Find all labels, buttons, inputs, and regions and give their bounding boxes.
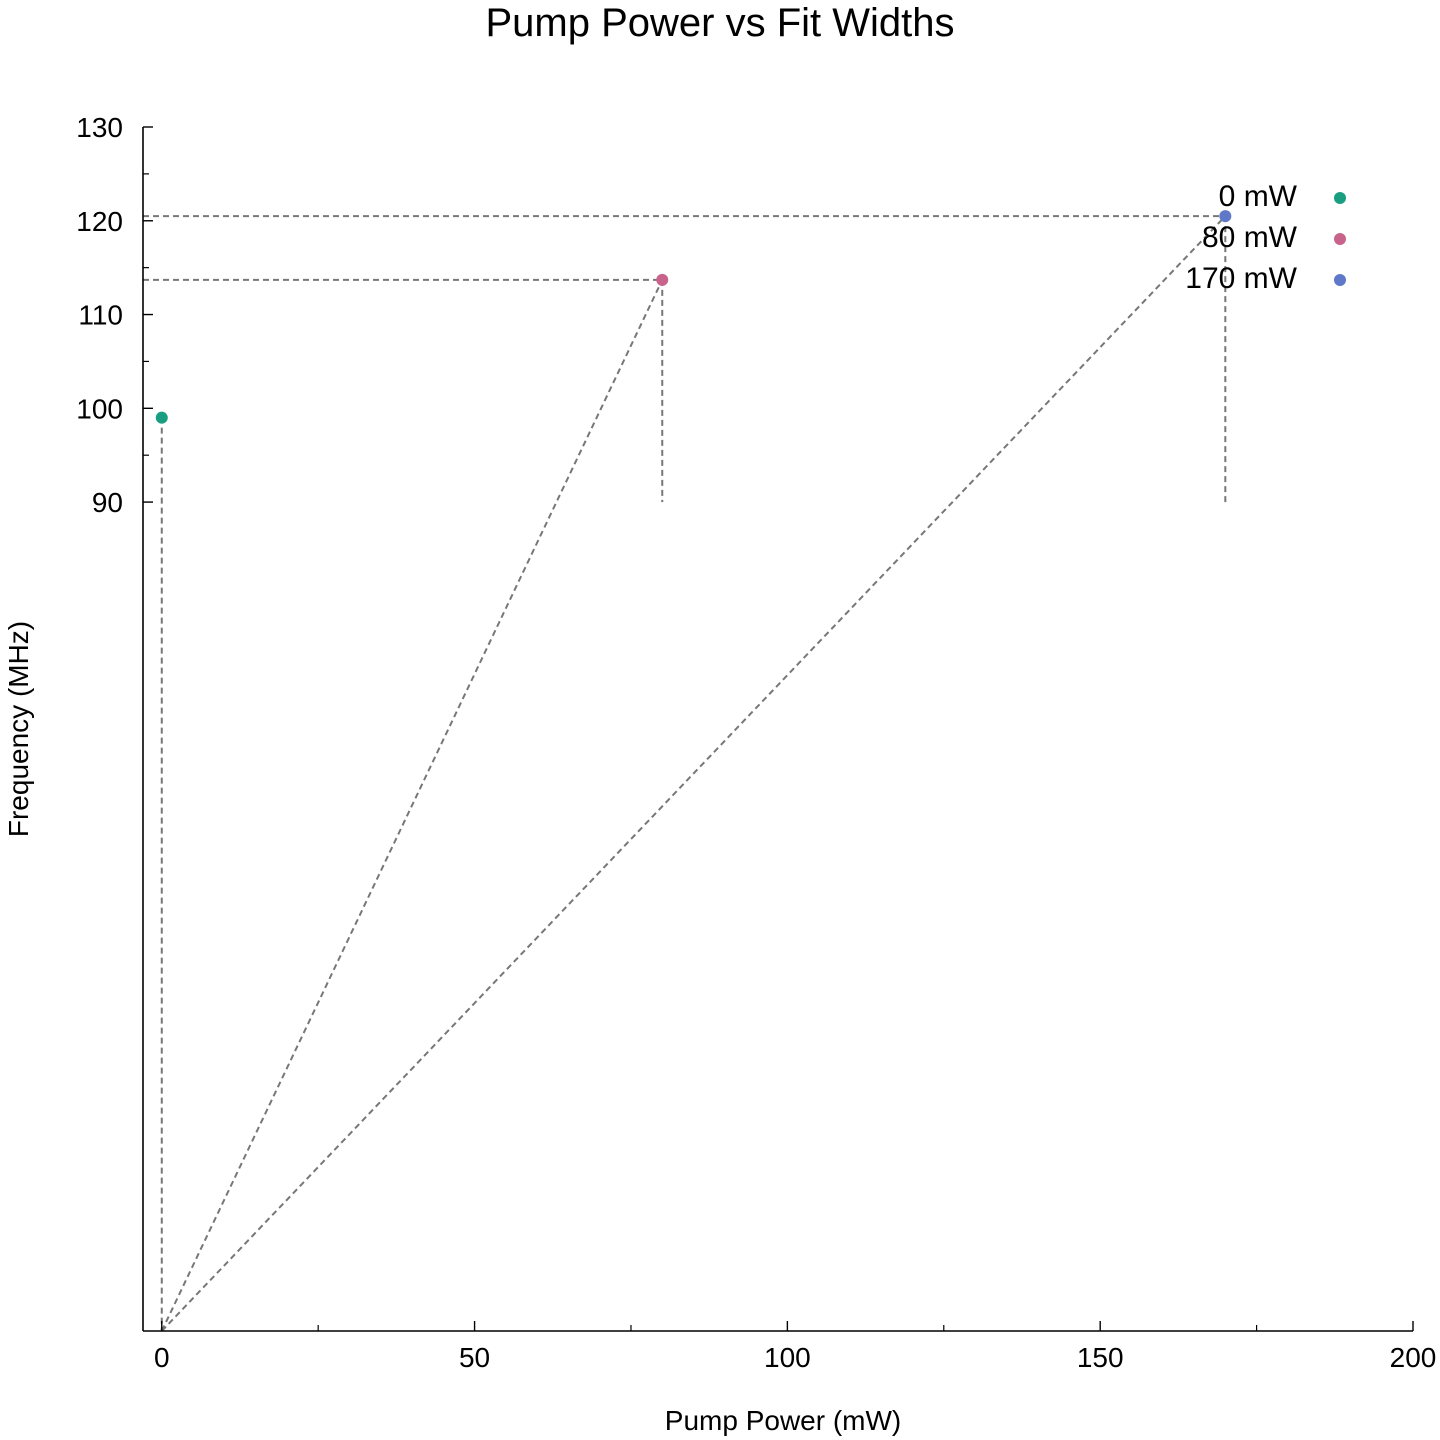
y-tick-label: 120 [76, 206, 123, 237]
data-points [155, 210, 1232, 424]
x-tick-label: 150 [1077, 1342, 1124, 1373]
data-point [155, 411, 168, 424]
legend-label: 170 mW [1185, 262, 1297, 295]
x-tick-label: 50 [459, 1342, 490, 1373]
y-tick-label: 110 [78, 300, 123, 331]
guide-lines [143, 215, 1227, 1332]
legend-marker [1334, 274, 1346, 286]
legend-label: 80 mW [1202, 221, 1298, 254]
x-axis-title: Pump Power (mW) [665, 1405, 901, 1436]
x-tick-label: 0 [154, 1342, 170, 1373]
guide-diagonal [160, 279, 664, 1332]
data-point [656, 273, 669, 286]
legend-marker [1334, 233, 1346, 245]
y-ticks: 90 100 110 120 130 [76, 112, 153, 518]
y-tick-label: 90 [92, 487, 123, 518]
legend: 0 mW 80 mW 170 mW [1185, 180, 1346, 295]
x-tick-label: 100 [764, 1342, 811, 1373]
y-tick-label: 100 [76, 393, 123, 424]
guide-diagonal [161, 215, 1227, 1332]
legend-marker [1334, 192, 1346, 204]
legend-label: 0 mW [1219, 180, 1298, 213]
chart-title: Pump Power vs Fit Widths [485, 1, 954, 45]
x-ticks: 0 50 100 150 200 [154, 1321, 1436, 1373]
x-tick-label: 200 [1390, 1342, 1437, 1373]
data-point [1219, 210, 1232, 223]
y-axis-title: Frequency (MHz) [3, 621, 34, 837]
y-tick-label: 130 [76, 112, 123, 143]
